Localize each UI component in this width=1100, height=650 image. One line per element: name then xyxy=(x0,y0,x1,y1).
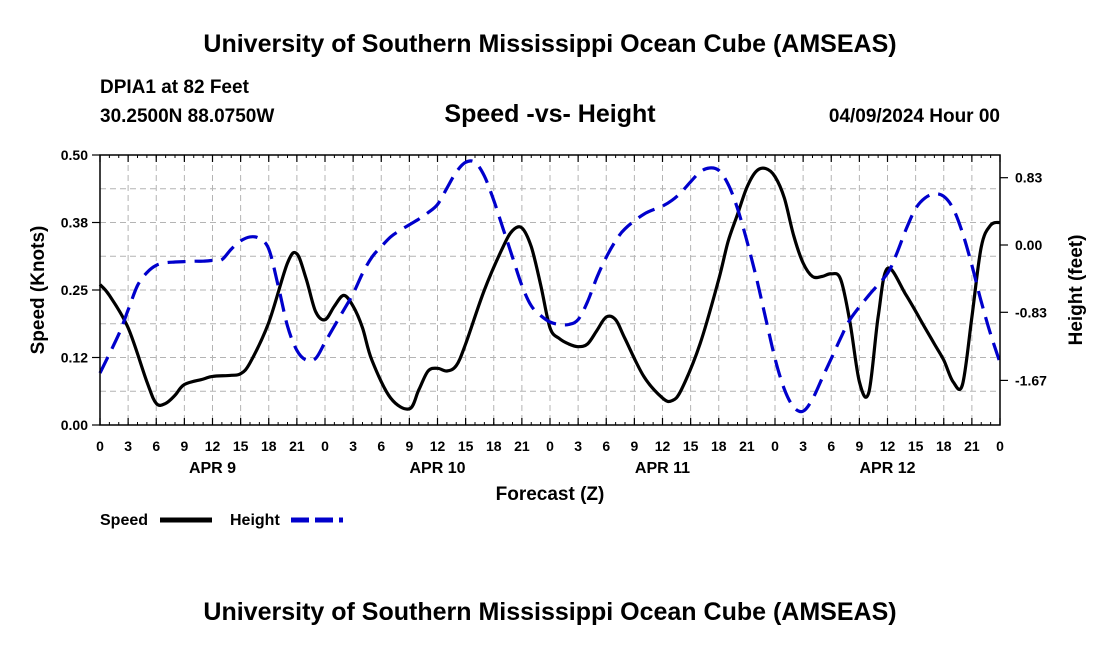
speed-series-line xyxy=(98,166,1001,411)
date-label: APR 10 xyxy=(409,460,465,477)
x-tick-label: 6 xyxy=(377,438,385,454)
x-tick-label: 15 xyxy=(233,438,249,454)
x-tick-label: 18 xyxy=(261,438,277,454)
x-tick-label: 0 xyxy=(96,438,104,454)
x-tick-label: 15 xyxy=(683,438,699,454)
x-tick-label: 9 xyxy=(855,438,863,454)
x-tick-label: 0 xyxy=(996,438,1004,454)
x-tick-label: 18 xyxy=(486,438,502,454)
x-tick-label: 6 xyxy=(152,438,160,454)
x-tick-label: 12 xyxy=(430,438,446,454)
series-lines xyxy=(98,159,1002,414)
y-right-tick-label: 0.83 xyxy=(1015,170,1042,186)
y-left-tick-label: 0.25 xyxy=(61,282,88,298)
x-tick-label: 6 xyxy=(602,438,610,454)
x-tick-label: 0 xyxy=(321,438,329,454)
x-tick-label: 3 xyxy=(574,438,582,454)
x-tick-label: 9 xyxy=(405,438,413,454)
y-left-tick-label: 0.50 xyxy=(61,147,88,163)
y-left-tick-label: 0.12 xyxy=(61,350,88,366)
x-tick-label: 0 xyxy=(771,438,779,454)
footer-title: University of Southern Mississippi Ocean… xyxy=(203,598,897,626)
x-axis-title: Forecast (Z) xyxy=(496,484,605,505)
x-tick-label: 21 xyxy=(964,438,980,454)
x-tick-label: 0 xyxy=(546,438,554,454)
y-left-tick-label: 0.38 xyxy=(61,215,88,231)
station-coordinates: 30.2500N 88.0750W xyxy=(100,106,275,127)
forecast-datestamp: 04/09/2024 Hour 00 xyxy=(828,106,1000,127)
plot-frame xyxy=(99,154,1001,426)
y-right-tick-label: 0.00 xyxy=(1015,237,1042,253)
y-right-tick-label: -1.67 xyxy=(1015,372,1047,388)
y-left-tick-label: 0.00 xyxy=(61,417,88,433)
legend: Speed Height xyxy=(100,512,343,529)
date-label: APR 9 xyxy=(189,460,236,477)
x-tick-label: 15 xyxy=(908,438,924,454)
x-tick-label: 12 xyxy=(655,438,671,454)
x-tick-label: 6 xyxy=(827,438,835,454)
x-tick-label: 9 xyxy=(630,438,638,454)
y-right-tick-label: -0.83 xyxy=(1015,304,1047,320)
x-tick-label: 3 xyxy=(124,438,132,454)
x-tick-label: 21 xyxy=(739,438,755,454)
x-tick-label: 18 xyxy=(711,438,727,454)
x-tick-label: 3 xyxy=(349,438,357,454)
height-series-line xyxy=(98,159,1002,414)
x-tick-label: 21 xyxy=(289,438,305,454)
y-left-axis-title: Speed (Knots) xyxy=(28,226,49,355)
legend-speed-label: Speed xyxy=(100,512,148,529)
x-tick-label: 15 xyxy=(458,438,474,454)
x-tick-label: 3 xyxy=(799,438,807,454)
y-right-axis-title: Height (feet) xyxy=(1066,235,1087,346)
axis-labels: 0 3 6 9 12 15 18 21 0 3 6 9 12 15 18 21 0 3 6 9 12 15 18 21 0 3 6 9… xyxy=(28,147,1087,505)
legend-height-label: Height xyxy=(230,512,280,529)
chart-subtitle: Speed -vs- Height xyxy=(444,100,656,128)
x-tick-label: 9 xyxy=(180,438,188,454)
x-tick-label: 18 xyxy=(936,438,952,454)
date-label: APR 12 xyxy=(859,460,915,477)
station-label: DPIA1 at 82 Feet xyxy=(100,77,249,98)
x-tick-label: 12 xyxy=(880,438,896,454)
chart-title: University of Southern Mississippi Ocean… xyxy=(203,30,897,58)
x-tick-label: 12 xyxy=(205,438,221,454)
x-tick-label: 21 xyxy=(514,438,530,454)
grid xyxy=(100,155,1000,425)
date-label: APR 11 xyxy=(635,460,690,477)
